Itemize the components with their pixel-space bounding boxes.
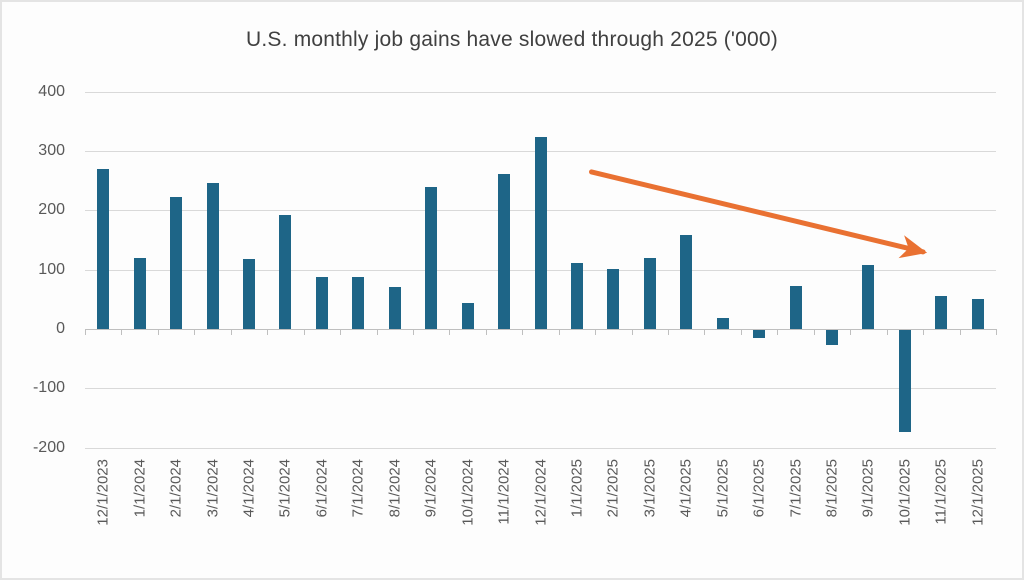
x-axis-tick xyxy=(887,329,888,335)
bar xyxy=(425,187,437,329)
x-axis-tick-label: 1/1/2024 xyxy=(131,459,149,518)
x-axis-tick-label: 8/1/2024 xyxy=(386,459,404,518)
bar xyxy=(389,287,401,329)
y-axis-tick-label: -200 xyxy=(32,439,65,456)
x-axis-tick-label: 3/1/2025 xyxy=(641,459,659,518)
bar xyxy=(790,286,802,329)
x-axis-tick xyxy=(996,329,997,335)
x-axis-tick xyxy=(486,329,487,335)
x-axis-tick-label: 11/1/2024 xyxy=(495,459,513,525)
x-axis-tick-label: 12/1/2024 xyxy=(532,459,550,526)
bar xyxy=(316,277,328,329)
x-axis-tick xyxy=(267,329,268,335)
x-axis-tick xyxy=(595,329,596,335)
bar xyxy=(571,263,583,329)
bar xyxy=(826,330,838,345)
bar xyxy=(862,265,874,329)
x-axis-tick-label: 6/1/2024 xyxy=(313,459,331,518)
x-axis-tick xyxy=(850,329,851,335)
x-axis-tick xyxy=(668,329,669,335)
arrow-line xyxy=(589,169,928,259)
y-axis-tick-label: 100 xyxy=(38,261,65,278)
bar xyxy=(134,258,146,329)
x-axis-tick-label: 4/1/2025 xyxy=(677,459,695,518)
x-axis-tick xyxy=(85,329,86,335)
bar xyxy=(644,258,656,329)
bar xyxy=(243,259,255,329)
x-axis-tick xyxy=(923,329,924,335)
x-axis-tick xyxy=(704,329,705,335)
x-axis-tick xyxy=(559,329,560,335)
x-axis-tick-label: 9/1/2024 xyxy=(422,459,440,518)
x-axis-tick-label: 2/1/2025 xyxy=(604,459,622,518)
x-axis-tick xyxy=(960,329,961,335)
y-axis-tick-label: 400 xyxy=(38,83,65,100)
x-axis-tick-label: 8/1/2025 xyxy=(823,459,841,518)
x-axis-tick xyxy=(231,329,232,335)
gridline xyxy=(85,388,996,389)
x-axis-line xyxy=(85,329,996,330)
x-axis-tick xyxy=(340,329,341,335)
x-axis-tick xyxy=(377,329,378,335)
bar xyxy=(935,296,947,329)
bar xyxy=(207,183,219,329)
x-axis-tick-label: 7/1/2024 xyxy=(349,459,367,518)
x-axis-tick xyxy=(304,329,305,335)
bar xyxy=(680,235,692,329)
x-axis-tick-label: 10/1/2024 xyxy=(459,459,477,526)
x-axis-tick-label: 6/1/2025 xyxy=(750,459,768,518)
gridline xyxy=(85,448,996,449)
y-axis-tick-label: -100 xyxy=(32,379,65,396)
bar xyxy=(352,277,364,329)
y-axis-tick-label: 0 xyxy=(56,320,65,337)
x-axis-tick-label: 7/1/2025 xyxy=(787,459,805,518)
y-axis-tick-label: 200 xyxy=(38,201,65,218)
x-axis-tick-label: 11/1/2025 xyxy=(932,459,950,525)
bar xyxy=(498,174,510,329)
bar xyxy=(717,318,729,329)
x-axis-tick-label: 12/1/2025 xyxy=(969,459,987,526)
x-axis-tick xyxy=(158,329,159,335)
x-axis-tick xyxy=(413,329,414,335)
x-axis-tick-label: 3/1/2024 xyxy=(204,459,222,518)
x-axis-tick-label: 12/1/2023 xyxy=(94,459,112,526)
x-axis-tick xyxy=(741,329,742,335)
x-axis-tick-label: 5/1/2025 xyxy=(714,459,732,518)
x-axis-tick xyxy=(814,329,815,335)
x-axis-tick xyxy=(777,329,778,335)
x-axis-tick-label: 2/1/2024 xyxy=(167,459,185,518)
x-axis-tick-label: 1/1/2025 xyxy=(568,459,586,518)
x-axis-tick xyxy=(121,329,122,335)
bar xyxy=(607,269,619,329)
gridline xyxy=(85,92,996,93)
bar xyxy=(535,137,547,329)
bar xyxy=(899,330,911,432)
x-axis-tick-label: 9/1/2025 xyxy=(859,459,877,518)
bar xyxy=(170,197,182,329)
bar xyxy=(279,215,291,329)
x-axis-tick xyxy=(632,329,633,335)
y-axis-tick-label: 300 xyxy=(38,142,65,159)
bar xyxy=(97,169,109,329)
bar xyxy=(462,303,474,329)
x-axis-tick-label: 10/1/2025 xyxy=(896,459,914,526)
x-axis-tick xyxy=(194,329,195,335)
bar xyxy=(753,330,765,338)
chart-title: U.S. monthly job gains have slowed throu… xyxy=(246,28,778,51)
x-axis-tick-label: 4/1/2024 xyxy=(240,459,258,518)
bar xyxy=(972,299,984,329)
x-axis-tick xyxy=(522,329,523,335)
x-axis-tick xyxy=(449,329,450,335)
x-axis-tick-label: 5/1/2024 xyxy=(276,459,294,518)
